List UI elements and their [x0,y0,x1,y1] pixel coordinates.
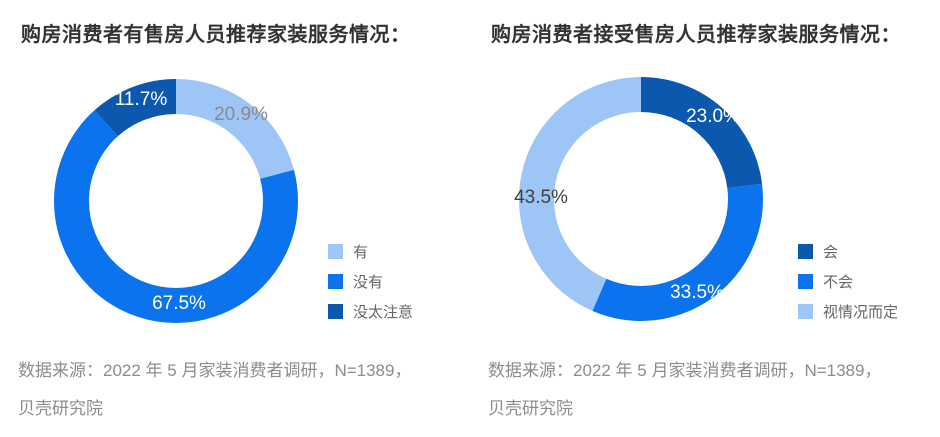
legend-swatch-icon [798,303,813,319]
legend-swatch-icon [798,273,813,289]
chart-title: 购房消费者接受售房人员推荐家装服务情况： [491,24,901,46]
donut-chart: 23.0% 33.5% 43.5% [511,69,771,329]
legend-label: 不会 [823,273,854,291]
slice-value-label: 23.0% [686,106,740,127]
legend-swatch-icon [328,273,343,289]
legend-item: 不会 [798,266,898,296]
left-chart-panel: 购房消费者有售房人员推荐家装服务情况： 20.9% 67.5% 11.7% 有 … [18,24,413,428]
source-note: 数据来源：2022 年 5 月家装消费者调研，N=1389， 贝壳研究院 [488,352,881,428]
slice-value-label: 20.9% [214,104,268,125]
legend-label: 有 [353,243,369,261]
source-line: 贝壳研究院 [488,399,573,418]
legend-swatch-icon [328,243,343,259]
source-line: 贝壳研究院 [18,399,103,418]
chart-title: 购房消费者有售房人员推荐家装服务情况： [21,24,411,46]
legend-item: 没太注意 [328,296,413,326]
donut-svg [54,79,298,323]
slice-value-label: 11.7% [114,89,168,110]
legend-swatch-icon [798,243,813,259]
slice-value-label: 43.5% [514,187,568,208]
source-note: 数据来源：2022 年 5 月家装消费者调研，N=1389， 贝壳研究院 [18,352,411,428]
donut-svg [519,77,763,321]
legend-swatch-icon [328,303,343,319]
right-chart-panel: 购房消费者接受售房人员推荐家装服务情况： 23.0% 33.5% 43.5% 会… [470,0,940,437]
legend-item: 视情况而定 [798,296,898,326]
legend-label: 没太注意 [353,303,414,321]
source-line: 数据来源：2022 年 5 月家装消费者调研，N=1389， [18,361,412,380]
legend: 有 没有 没太注意 [328,236,413,326]
legend-item: 有 [328,236,413,266]
legend-item: 没有 [328,266,413,296]
source-line: 数据来源：2022 年 5 月家装消费者调研，N=1389， [488,361,882,380]
slice-value-label: 67.5% [152,293,206,314]
donut-chart: 20.9% 67.5% 11.7% [46,71,306,331]
legend-label: 没有 [353,273,384,291]
legend-item: 会 [798,236,898,266]
legend-label: 视情况而定 [823,303,899,321]
legend-label: 会 [823,243,839,261]
legend: 会 不会 视情况而定 [798,236,898,326]
slice-value-label: 33.5% [670,282,724,303]
